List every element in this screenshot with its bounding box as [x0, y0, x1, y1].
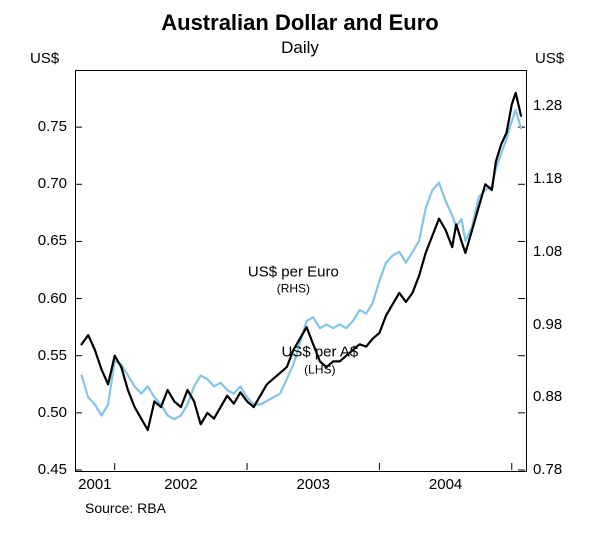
left-tick-label: 0.65 [17, 232, 67, 249]
left-axis-unit: US$ [30, 50, 59, 67]
x-tick-label: 2003 [297, 476, 330, 493]
right-tick-label: 1.28 [533, 97, 562, 114]
x-tick-label: 2004 [429, 476, 462, 493]
right-axis-unit: US$ [535, 50, 564, 67]
left-tick-label: 0.75 [17, 118, 67, 135]
left-tick-label: 0.60 [17, 290, 67, 307]
series-label: US$ per A$(LHS) [281, 345, 358, 378]
right-tick-label: 1.08 [533, 243, 562, 260]
source-text: Source: RBA [85, 500, 166, 516]
series-label: US$ per Euro(RHS) [248, 264, 339, 297]
left-tick-label: 0.45 [17, 461, 67, 478]
right-tick-label: 1.18 [533, 170, 562, 187]
left-tick-label: 0.70 [17, 175, 67, 192]
right-tick-label: 0.88 [533, 388, 562, 405]
left-tick-label: 0.55 [17, 347, 67, 364]
x-tick-label: 2001 [78, 476, 111, 493]
right-tick-label: 0.78 [533, 461, 562, 478]
chart-container: Australian Dollar and Euro Daily US$ US$… [0, 0, 600, 537]
x-tick-label: 2002 [164, 476, 197, 493]
left-tick-label: 0.50 [17, 404, 67, 421]
right-tick-label: 0.98 [533, 316, 562, 333]
